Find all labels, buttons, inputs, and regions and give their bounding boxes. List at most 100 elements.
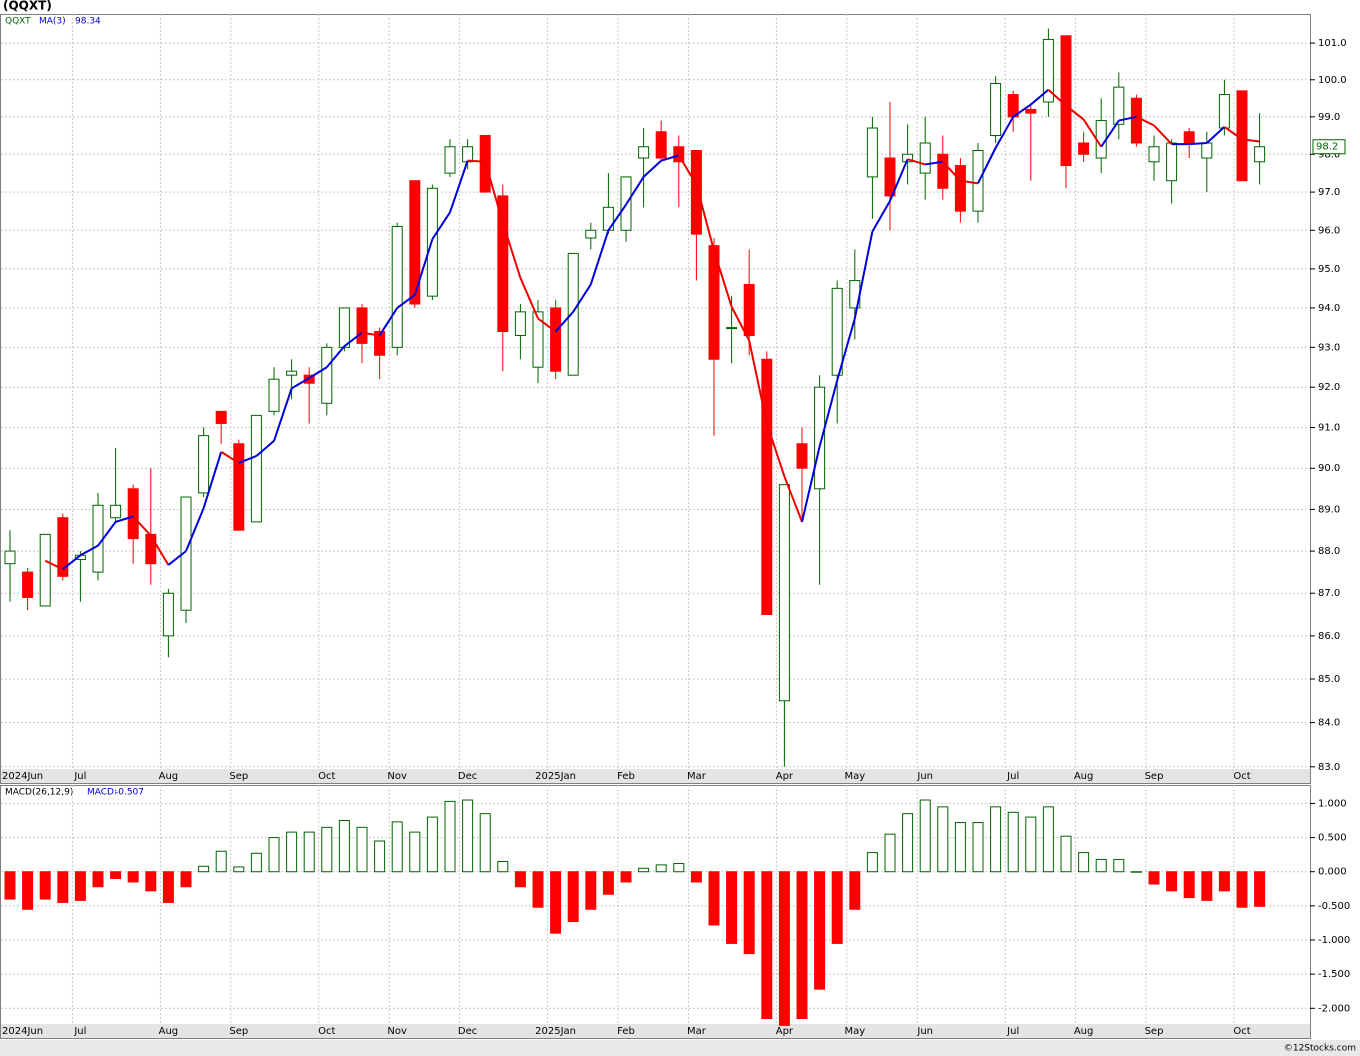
ma-segment [97, 521, 117, 547]
x-tick-label: May [844, 1026, 865, 1037]
macd-bar [1130, 871, 1142, 873]
candle-body [585, 229, 597, 239]
ma-segment [871, 200, 891, 232]
candle-body [550, 307, 562, 372]
footer-strip [0, 1040, 1360, 1056]
macd-bar [726, 871, 738, 944]
candle-body [338, 307, 350, 348]
candle-body [215, 410, 227, 424]
price-panel [0, 14, 1311, 784]
y-tick-label: 84.0 [1318, 718, 1340, 729]
macd-bar [57, 871, 69, 903]
candle-body [972, 150, 984, 212]
ma-segment [167, 550, 187, 566]
x-tick-label: Mar [687, 1026, 707, 1037]
y-tick-label: 91.0 [1318, 423, 1340, 434]
candle-body [356, 307, 368, 344]
x-tick-label: Mar [687, 771, 707, 782]
y-tick-label: -2.000 [1318, 1003, 1350, 1014]
macd-bar [250, 852, 262, 873]
macd-bar [532, 871, 544, 908]
macd-bar [1201, 871, 1213, 901]
ma-segment [44, 559, 64, 571]
candle-body [198, 435, 210, 494]
x-tick-label: Nov [387, 771, 407, 782]
ma-segment [449, 160, 469, 213]
macd-bar [831, 871, 843, 944]
macd-bar [655, 864, 667, 873]
chart-title: (QQXT) [3, 0, 52, 13]
macd-bar [602, 871, 614, 895]
candle-body [180, 496, 192, 611]
ma-segment [836, 318, 856, 381]
ma-segment [431, 211, 451, 240]
macd-bar [1025, 816, 1037, 873]
ma-segment [748, 340, 768, 424]
candle-body [250, 414, 262, 523]
x-tick-label: Sep [229, 1026, 248, 1037]
macd-bar [1095, 858, 1107, 873]
ma-segment [79, 544, 99, 557]
macd-bar [902, 813, 914, 873]
ma-segment [625, 176, 645, 206]
x-tick-label: Jun [916, 1026, 933, 1037]
macd-panel [0, 785, 1311, 1039]
y-tick-label: 87.0 [1318, 588, 1340, 599]
candle-body [462, 146, 474, 163]
y-tick-label: 94.0 [1318, 303, 1340, 314]
x-tick-label: May [844, 771, 865, 782]
candle-body [4, 550, 16, 565]
macd-bar [1254, 871, 1266, 907]
macd-bar [1060, 835, 1072, 873]
x-tick-label: Nov [387, 1026, 407, 1037]
x-tick-label: Oct [1233, 1026, 1250, 1037]
x-tick-label: Oct [1233, 771, 1250, 782]
x-tick-label: Dec [458, 1026, 477, 1037]
y-tick-label: 92.0 [1318, 382, 1340, 393]
candle-body [1042, 38, 1054, 103]
y-tick-label: 98.0 [1318, 149, 1340, 160]
macd-bar [1007, 811, 1019, 873]
x-tick-label: Sep [1145, 771, 1164, 782]
macd-bar [497, 860, 509, 873]
ma-segment [220, 451, 240, 464]
candle-body [1148, 146, 1160, 163]
candle-body [286, 370, 298, 376]
y-tick-label: 89.0 [1318, 504, 1340, 515]
macd-bar [1042, 806, 1054, 873]
macd-bar [585, 871, 597, 910]
macd-bar [303, 831, 315, 873]
macd-bar [1183, 871, 1195, 899]
ma-segment [1047, 89, 1067, 107]
y-tick-label: 1.000 [1318, 798, 1347, 809]
x-tick-label: 2025Jan [535, 1026, 576, 1037]
ma-segment [607, 204, 627, 231]
candle-body [1218, 94, 1230, 129]
ma-segment [501, 222, 522, 279]
ma-segment [1100, 120, 1120, 148]
macd-bar [937, 806, 949, 873]
candle-body [391, 225, 403, 348]
ma-segment [343, 331, 363, 347]
macd-bar [462, 799, 474, 873]
macd-bar [1236, 871, 1248, 908]
candle-body [532, 311, 544, 368]
macd-bar [268, 837, 280, 873]
ma-segment [977, 147, 997, 184]
macd-bar [1148, 871, 1160, 885]
ma-segment [960, 179, 979, 185]
macd-bar [620, 871, 632, 883]
ma-segment [291, 377, 310, 390]
ma-segment [853, 231, 874, 319]
candle-body [92, 504, 104, 573]
macd-bar [22, 871, 34, 910]
macd-bar [426, 816, 438, 873]
macd-bar [39, 871, 51, 900]
x-tick-label: Oct [318, 771, 335, 782]
ma-segment [1012, 103, 1032, 118]
ma-segment [537, 317, 557, 333]
legend-symbol: QQXT [5, 17, 31, 27]
candle-body [1078, 142, 1090, 155]
macd-bar [479, 813, 491, 873]
